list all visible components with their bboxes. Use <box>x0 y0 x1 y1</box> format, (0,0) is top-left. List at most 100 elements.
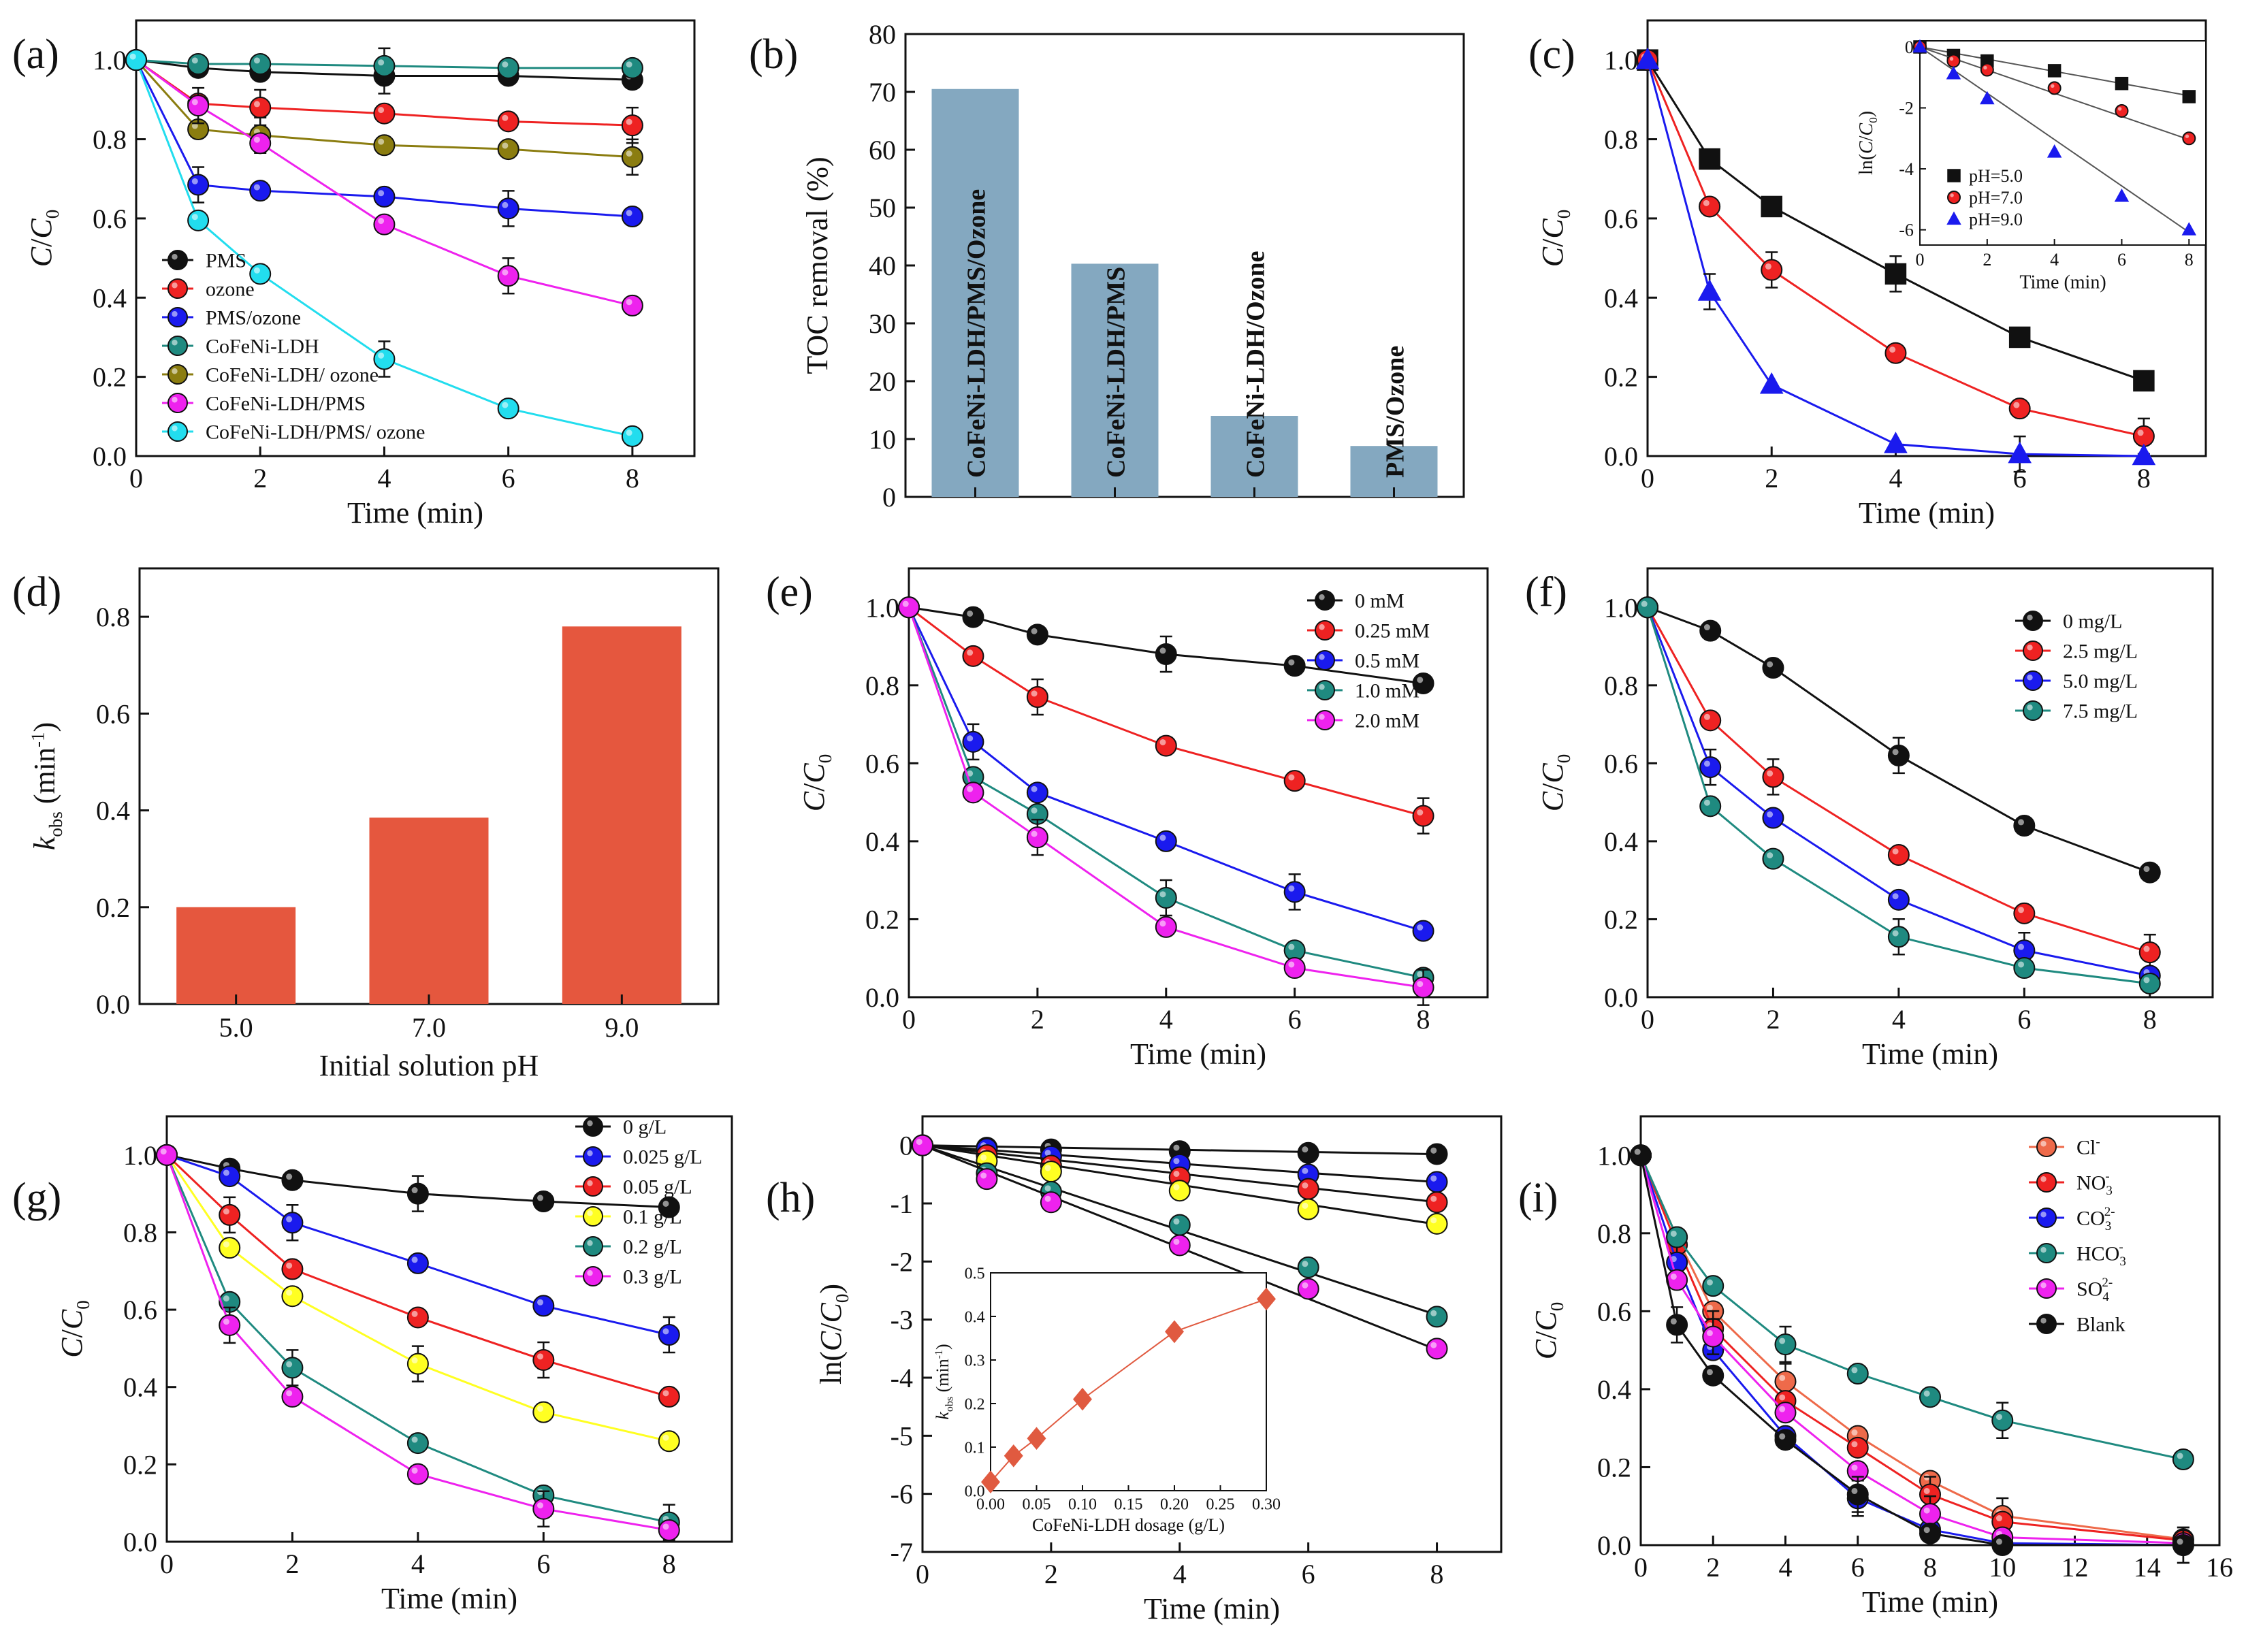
chart-panel-h: (h) 0 2 4 6 8 0 -1 -2 -3 -4 -5 -6 -7 Time (min) ln(C/C0… <box>766 1115 1503 1625</box>
data-point-highlight <box>1670 1318 1677 1325</box>
data-point <box>1297 1141 1319 1164</box>
data-point-highlight <box>916 1139 923 1146</box>
x-axis-label: Initial solution pH <box>319 1049 539 1082</box>
legend-marker <box>583 1266 603 1286</box>
legend-marker-highlight <box>172 397 178 403</box>
x-tick-label: 4 <box>1173 1559 1187 1589</box>
y-tick-label: 0.0 <box>1597 1530 1631 1561</box>
x-tick-label: 8 <box>2143 1004 2157 1035</box>
y-tick-label: 0.6 <box>96 698 130 729</box>
legend-label: 7.5 mg/L <box>2063 700 2138 723</box>
x-tick-label: 5.0 <box>219 1012 253 1043</box>
x-tick-label: 6 <box>536 1549 550 1579</box>
data-point-highlight <box>1851 1441 1858 1448</box>
inset-background <box>991 1273 1266 1491</box>
data-point <box>1991 1409 2014 1431</box>
data-point-highlight <box>2013 402 2020 408</box>
plot-frame <box>921 1115 1503 1553</box>
data-point <box>1026 781 1048 804</box>
data-point <box>621 146 643 168</box>
legend-marker <box>1315 620 1335 641</box>
data-point-highlight <box>537 1353 544 1360</box>
legend-marker <box>583 1146 603 1167</box>
inset-data-point <box>2114 188 2130 202</box>
inset-data-point <box>2115 76 2129 91</box>
x-tick-label: 8 <box>1923 1552 1937 1583</box>
data-point-highlight <box>1923 1527 1930 1534</box>
data-point-highlight <box>1779 1406 1786 1412</box>
y-tick-label: 1.0 <box>123 1140 157 1171</box>
x-tick-label: 0.25 <box>1206 1496 1235 1514</box>
data-point-highlight <box>2018 961 2025 968</box>
legend-label: ozone <box>206 278 255 301</box>
y-tick-label: 70 <box>869 77 896 108</box>
x-axis-label: Time (min) <box>1862 1037 1998 1071</box>
legend-marker <box>583 1206 603 1227</box>
x-tick-label: 2 <box>1765 463 1778 493</box>
x-tick-label: 4 <box>411 1549 425 1579</box>
data-point-highlight <box>253 57 260 64</box>
legend-label: NO3- <box>2076 1169 2113 1198</box>
x-tick-label: 8 <box>662 1549 676 1579</box>
legend-marker-highlight <box>1319 624 1325 630</box>
data-point <box>1759 372 1784 394</box>
data-point-highlight <box>286 1173 293 1180</box>
inset-legend-marker <box>1947 191 1961 204</box>
y-tick-label: 80 <box>869 19 896 50</box>
data-point <box>621 294 643 317</box>
data-point-highlight <box>1302 1202 1309 1209</box>
data-point-highlight <box>223 1295 229 1302</box>
legend-marker-highlight <box>1319 594 1325 600</box>
data-point <box>1426 1191 1448 1214</box>
inset-data-point <box>2047 81 2061 95</box>
data-point <box>621 56 643 79</box>
data-point <box>1991 1534 2014 1556</box>
data-point-highlight <box>191 214 198 221</box>
series-line-1 <box>1646 59 2145 438</box>
data-point <box>1297 1256 1319 1278</box>
data-point <box>1026 826 1048 849</box>
data-point-highlight <box>223 1318 229 1325</box>
data-point <box>1297 1278 1319 1300</box>
data-point <box>658 1324 680 1346</box>
legend-marker-highlight <box>2040 1176 2047 1182</box>
legend-label: 0.2 g/L <box>623 1236 682 1259</box>
legend-label: CoFeNi-LDH/PMS/ ozone <box>206 421 426 444</box>
data-point <box>373 213 396 236</box>
data-point <box>621 206 643 227</box>
data-point-highlight <box>502 201 509 208</box>
legend-marker-highlight <box>587 1270 593 1276</box>
data-point-highlight <box>662 1523 669 1530</box>
y-axis-label: TOC removal (%) <box>801 157 834 374</box>
data-point <box>1283 881 1306 903</box>
y-tick-label: 0.6 <box>1597 1296 1631 1327</box>
legend-label: PMS <box>206 250 246 272</box>
series-line-1 <box>908 606 1424 817</box>
data-point-highlight <box>2143 977 2150 984</box>
data-point <box>1426 1171 1448 1193</box>
y-tick-label: 0.4 <box>865 826 899 857</box>
data-point <box>1412 976 1434 999</box>
legend-marker-highlight <box>2027 704 2033 711</box>
data-point <box>406 1252 429 1274</box>
data-point-highlight <box>626 430 632 436</box>
y-tick-label: 0.0 <box>865 982 899 1013</box>
x-tick-label: 8 <box>626 463 639 493</box>
y-tick-label: 0 <box>1905 37 1914 57</box>
bar-category-label: PMS/Ozone <box>1381 346 1410 478</box>
data-point <box>898 596 920 619</box>
chart-panel-b: (b) 0 10 20 30 40 50 60 70 80 TOC removal (%) CoFeN… <box>749 19 1465 513</box>
bar <box>369 817 489 1004</box>
data-point-highlight <box>1703 760 1710 767</box>
inset-legend-marker <box>1946 211 1961 225</box>
y-tick-label: 1.0 <box>865 592 899 623</box>
y-tick-label: 0.8 <box>93 125 127 155</box>
x-tick-label: 16 <box>2206 1552 2233 1583</box>
x-tick-label: 0.05 <box>1023 1496 1051 1514</box>
data-point-highlight <box>1031 785 1038 792</box>
data-point-highlight <box>980 1172 987 1179</box>
data-point <box>1297 1198 1319 1220</box>
data-point <box>1699 756 1722 779</box>
data-point <box>1702 1325 1724 1348</box>
bar <box>176 907 296 1004</box>
